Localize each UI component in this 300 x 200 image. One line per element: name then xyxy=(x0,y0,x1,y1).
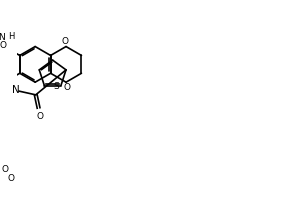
Text: N: N xyxy=(0,33,5,42)
Text: O: O xyxy=(61,37,69,46)
Text: O: O xyxy=(36,112,43,121)
Text: O: O xyxy=(1,165,8,174)
Text: O: O xyxy=(64,83,70,92)
Text: S: S xyxy=(53,82,59,91)
Text: N: N xyxy=(12,85,20,95)
Text: O: O xyxy=(0,41,6,50)
Text: O: O xyxy=(8,174,15,183)
Text: H: H xyxy=(8,32,14,41)
